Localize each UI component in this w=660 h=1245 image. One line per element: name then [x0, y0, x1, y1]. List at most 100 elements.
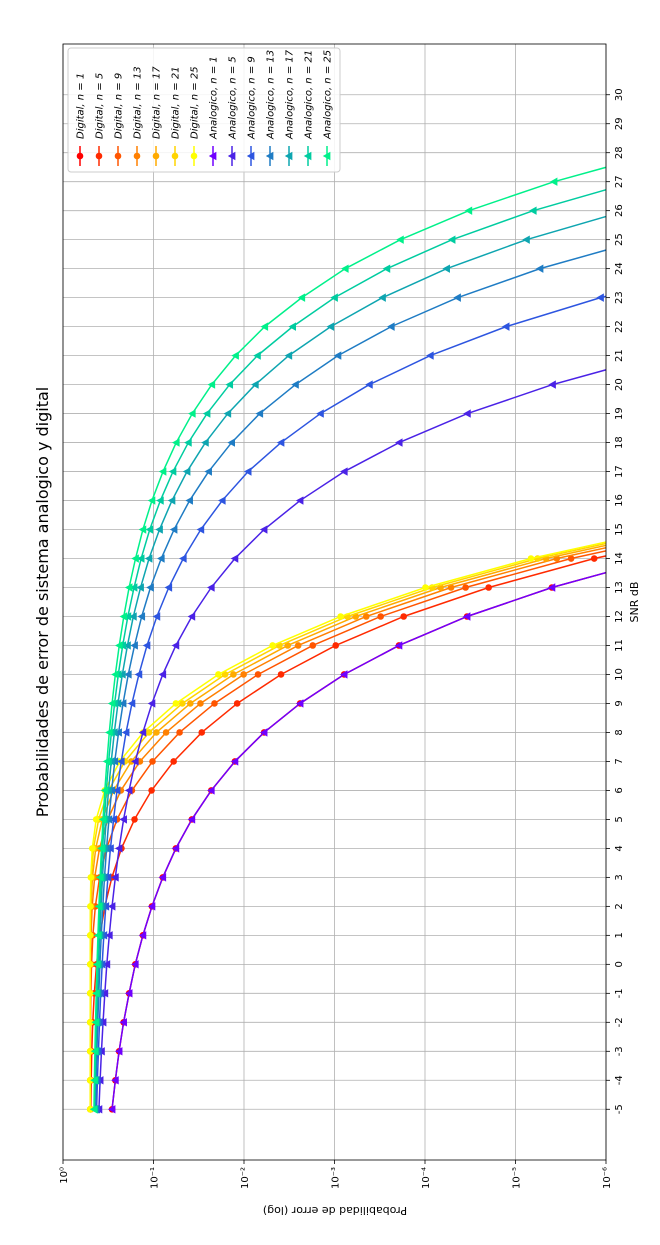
marker — [182, 467, 191, 476]
marker — [230, 554, 239, 563]
marker — [131, 816, 138, 823]
marker — [115, 641, 123, 650]
x-tick-label: 24 — [614, 262, 625, 275]
marker — [464, 206, 473, 215]
marker — [230, 671, 237, 678]
marker — [233, 700, 241, 707]
x-tick-label: 5 — [614, 816, 625, 822]
marker — [330, 293, 338, 302]
x-tick-label: -2 — [614, 1017, 625, 1027]
marker — [95, 152, 103, 160]
marker — [169, 525, 178, 534]
marker — [639, 235, 647, 243]
marker — [243, 467, 252, 476]
marker — [95, 873, 104, 882]
marker — [114, 152, 122, 160]
marker — [303, 151, 312, 161]
marker — [149, 758, 156, 765]
marker — [295, 699, 304, 708]
marker — [198, 729, 206, 736]
marker — [218, 496, 226, 505]
marker — [655, 149, 660, 157]
marker — [105, 931, 113, 940]
marker — [123, 612, 132, 621]
marker — [117, 757, 125, 766]
marker — [97, 844, 105, 853]
marker — [653, 351, 660, 359]
marker — [92, 989, 100, 998]
x-tick-label: 27 — [614, 175, 625, 188]
marker — [208, 151, 217, 161]
marker — [378, 293, 386, 302]
x-tick-label: -4 — [614, 1075, 625, 1085]
marker — [596, 293, 604, 302]
legend: Digital, n = 1 Digital, n = 5 Digital, n =… — [67, 47, 341, 173]
marker — [168, 467, 177, 476]
marker — [400, 613, 407, 620]
marker — [152, 612, 161, 621]
marker — [447, 235, 456, 244]
marker — [111, 1076, 119, 1085]
series-line — [95, 267, 606, 1110]
marker — [187, 612, 196, 621]
marker — [171, 641, 180, 650]
marker — [387, 322, 395, 331]
marker — [259, 525, 268, 534]
x-tick-label: 8 — [614, 729, 625, 735]
legend-label: Digital, n = 9 — [114, 73, 125, 139]
marker — [340, 467, 348, 476]
x-tick-label: 10 — [614, 668, 625, 681]
marker — [148, 787, 155, 794]
marker — [204, 467, 212, 476]
x-tick-label: 23 — [614, 291, 625, 304]
marker — [156, 496, 164, 505]
marker — [567, 555, 575, 562]
marker — [535, 264, 544, 273]
marker — [158, 873, 167, 882]
marker — [548, 380, 556, 389]
marker — [171, 152, 179, 160]
marker — [90, 1047, 99, 1056]
x-tick-label: 21 — [614, 349, 625, 362]
marker — [167, 496, 176, 505]
marker — [227, 151, 236, 161]
marker — [146, 583, 154, 592]
marker — [144, 554, 153, 563]
x-tick-label: 12 — [614, 610, 625, 623]
marker — [453, 293, 461, 302]
x-tick-label: 16 — [614, 494, 625, 507]
marker — [221, 671, 229, 678]
marker — [119, 1018, 127, 1027]
y-tick-label: 10⁻⁴ — [421, 1167, 432, 1189]
marker — [522, 235, 530, 244]
x-tick-label: 29 — [614, 117, 625, 130]
marker — [138, 525, 147, 534]
marker — [316, 409, 324, 418]
x-tick-label: 6 — [614, 787, 625, 793]
marker — [288, 322, 297, 331]
marker — [172, 700, 180, 707]
marker — [529, 206, 537, 215]
marker — [131, 960, 139, 969]
marker — [89, 1105, 98, 1114]
marker — [107, 1105, 116, 1114]
series-line — [93, 209, 606, 1110]
marker — [134, 670, 143, 679]
marker — [309, 642, 317, 649]
legend-label: Analogico, n = 1 — [209, 56, 220, 140]
x-tick-label: 17 — [614, 465, 625, 478]
marker — [277, 671, 285, 678]
x-tick-label: 3 — [614, 874, 625, 880]
marker — [422, 584, 429, 591]
marker — [197, 700, 204, 707]
marker — [188, 409, 196, 418]
marker — [442, 264, 450, 273]
marker — [162, 729, 170, 736]
marker — [549, 177, 558, 186]
y-tick-label: 10⁻³ — [331, 1167, 342, 1189]
x-tick-label: 15 — [614, 523, 625, 536]
marker — [179, 700, 186, 707]
marker — [207, 786, 215, 795]
marker — [269, 642, 276, 649]
marker — [137, 612, 146, 621]
